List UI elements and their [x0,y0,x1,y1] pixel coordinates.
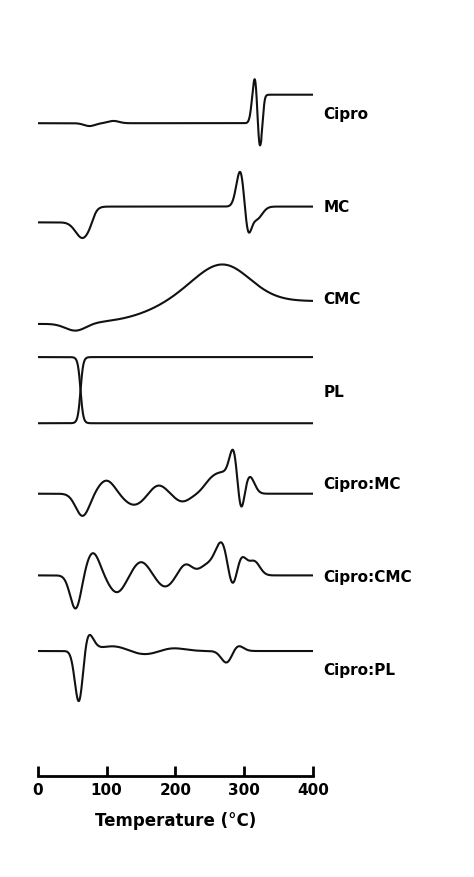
Text: PL: PL [323,385,344,400]
Text: Cipro:MC: Cipro:MC [323,477,401,493]
X-axis label: Temperature (°C): Temperature (°C) [95,812,256,830]
Text: Cipro:CMC: Cipro:CMC [323,570,412,585]
Text: Cipro:PL: Cipro:PL [323,663,395,678]
Text: CMC: CMC [323,292,361,307]
Text: Cipro: Cipro [323,107,368,122]
Text: MC: MC [323,200,349,215]
